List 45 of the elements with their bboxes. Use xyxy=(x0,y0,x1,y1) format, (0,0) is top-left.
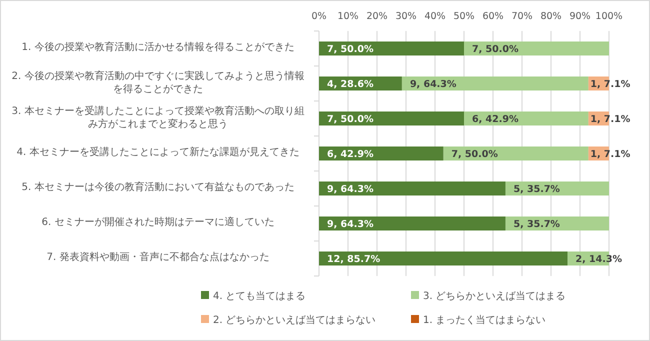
data-label: 12, 85.7% xyxy=(327,254,381,265)
data-label: 4, 28.6% xyxy=(327,79,374,90)
bar xyxy=(443,146,588,160)
bar xyxy=(464,42,609,56)
bar xyxy=(319,42,464,56)
x-tick-label: 0% xyxy=(311,11,327,22)
data-label: 9, 64.3% xyxy=(327,184,374,195)
bar xyxy=(319,182,506,196)
x-tick-label: 10% xyxy=(337,11,359,22)
y-tick-label: 2. 今後の授業や教育活動の中ですぐに実践してみようと思う情報を得ることができた xyxy=(10,70,306,96)
x-tick-label: 90% xyxy=(569,11,591,22)
data-label: 9, 64.3% xyxy=(410,79,457,90)
x-tick-label: 100% xyxy=(595,11,623,22)
legend-label: 2. どちらかといえば当てはまらない xyxy=(213,314,376,326)
bar xyxy=(464,112,588,126)
y-tick-label: 6. セミナーが開催された時期はテーマに適していた xyxy=(40,216,276,229)
y-tick-label: 1. 今後の授業や教育活動に活かせる情報を得ることができた xyxy=(20,41,296,54)
legend-label: 3. どちらかといえば当てはまる xyxy=(423,290,566,302)
y-tick-label: 4. 本セミナーを受講したことによって新たな課題が見えてきた xyxy=(16,146,300,159)
x-tick-label: 20% xyxy=(366,11,388,22)
x-tick-label: 30% xyxy=(395,11,417,22)
data-label: 7, 50.0% xyxy=(327,114,374,125)
data-label: 7, 50.0% xyxy=(451,149,498,160)
bar xyxy=(402,76,588,90)
data-label: 6, 42.9% xyxy=(327,149,374,160)
legend-label: 4. とても当てはまる xyxy=(213,290,306,302)
x-tick-label: 60% xyxy=(482,11,504,22)
x-tick-label: 80% xyxy=(540,11,562,22)
x-tick-label: 50% xyxy=(453,11,475,22)
data-label: 9, 64.3% xyxy=(327,219,374,230)
x-tick-label: 70% xyxy=(511,11,533,22)
data-label: 5, 35.7% xyxy=(513,184,560,195)
legend-label: 1. まったく当てはまらない xyxy=(423,314,546,326)
bar xyxy=(319,112,464,126)
y-tick-label: 7. 発表資料や動画・音声に不都合な点はなかった xyxy=(46,251,270,264)
data-label: 6, 42.9% xyxy=(472,114,519,125)
data-label: 7, 50.0% xyxy=(472,44,519,55)
bar xyxy=(319,146,444,160)
y-tick-label: 3. 本セミナーを受講したことによって授業や教育活動への取り組み方がこれまでと変わると思う xyxy=(10,104,306,130)
data-label: 7, 50.0% xyxy=(327,44,374,55)
bar xyxy=(319,252,568,266)
bar xyxy=(319,216,506,230)
data-label: 5, 35.7% xyxy=(513,219,560,230)
x-tick-label: 40% xyxy=(424,11,446,22)
y-tick-label: 5. 本セミナーは今後の教育活動において有益なものであった xyxy=(20,181,296,194)
